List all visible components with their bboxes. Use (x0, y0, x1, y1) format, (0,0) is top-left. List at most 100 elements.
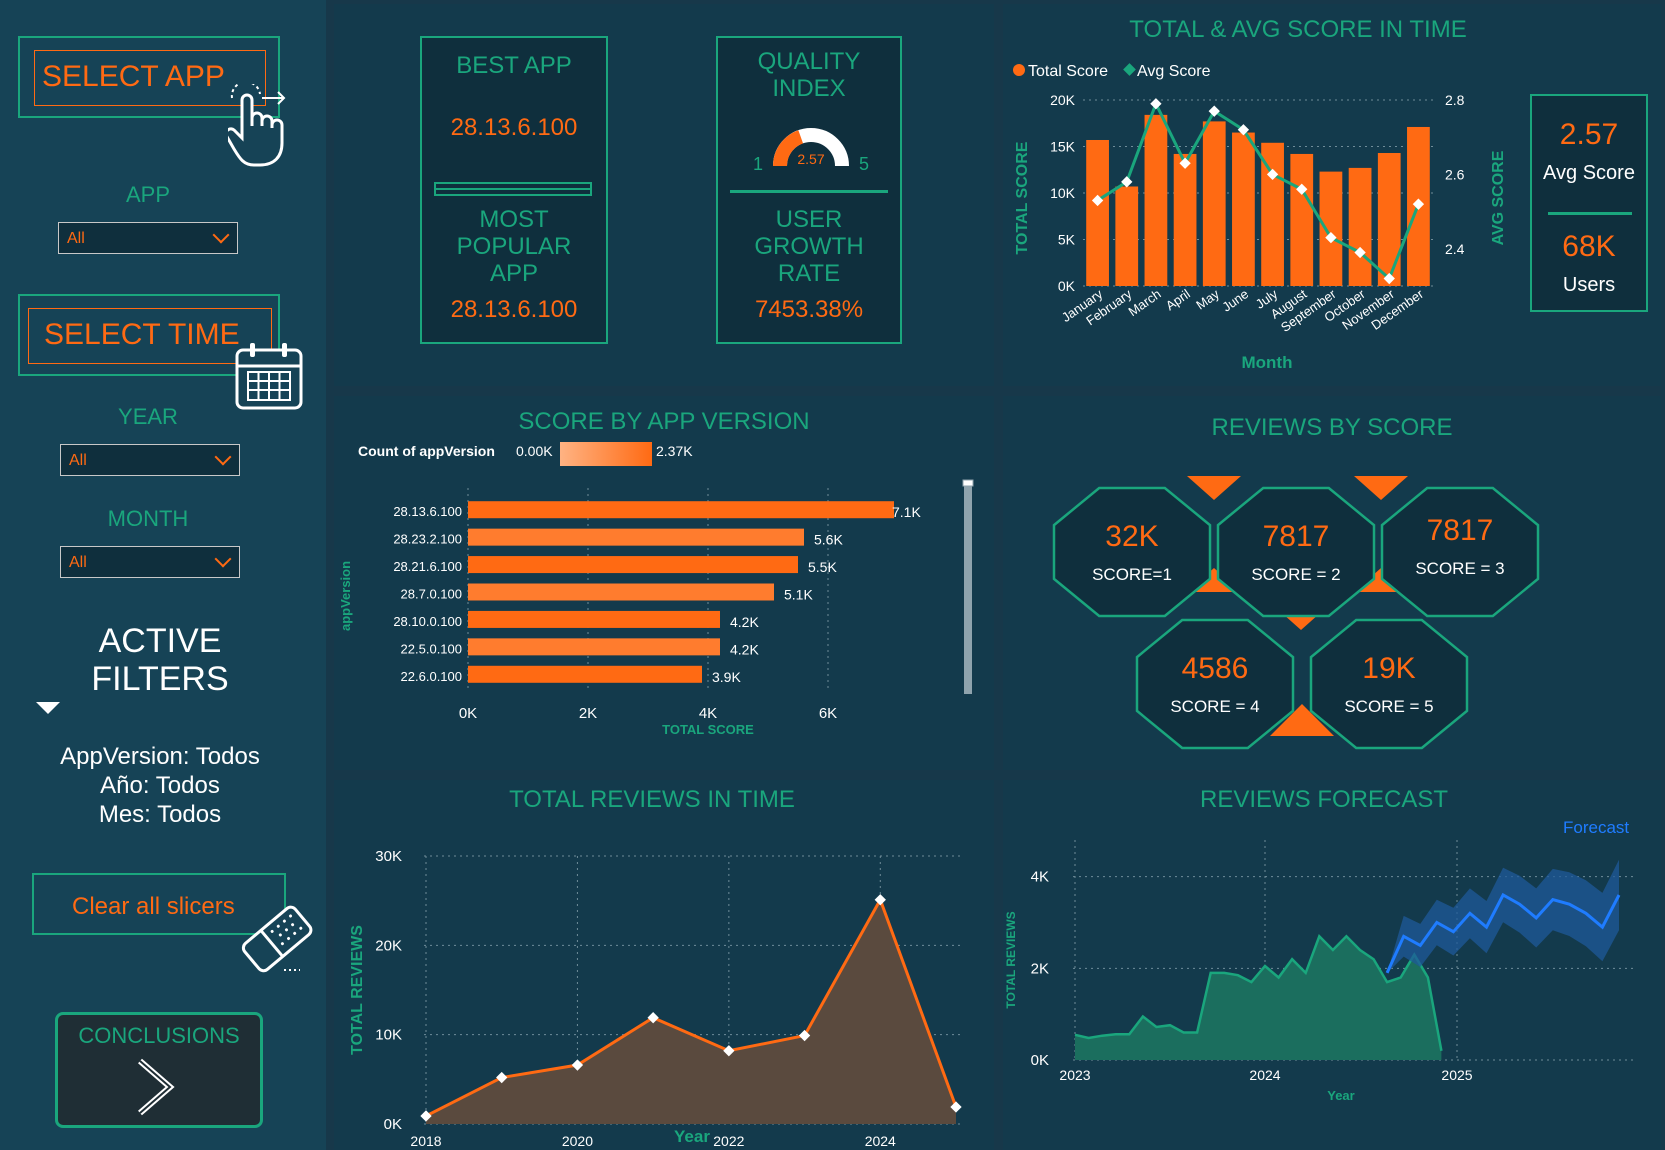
forecast-chart: 0K 2K 4K 2023 2024 2025 TOTAL REVIEWS Year (1004, 840, 1633, 1103)
app-label: APP (125, 182, 171, 207)
forecast-title: REVIEWS FORECAST (1199, 786, 1449, 813)
user-growth-title: USER GROWTH RATE (754, 206, 864, 287)
best-app-value: 28.13.6.100 (450, 114, 578, 141)
year-label: YEAR (118, 404, 178, 429)
reviews-time-title: TOTAL REVIEWS IN TIME (509, 786, 795, 813)
x-tick-label: 2024 (1249, 1067, 1280, 1083)
avg-point-november (1383, 272, 1395, 285)
x-axis-title: TOTAL SCORE (662, 722, 754, 737)
x-tick-label: 2K (579, 705, 597, 722)
legend-total-marker (1013, 64, 1025, 76)
y2-tick-label: 2.6 (1445, 166, 1465, 182)
actual-area (1075, 936, 1442, 1060)
reviews-area (426, 899, 956, 1124)
x-tick-label: May (1193, 286, 1222, 313)
select-app-label: SELECT APP (42, 60, 225, 93)
y-tick-label: 20K (1050, 92, 1076, 108)
y-axis-title: TOTAL REVIEWS (1004, 911, 1018, 1008)
users-value: 68K (1562, 230, 1616, 263)
legend-total-label: Total Score (1028, 63, 1108, 80)
calendar-icon (235, 343, 303, 410)
select-time-button[interactable]: SELECT TIME (18, 294, 280, 376)
filter-app: AppVersion: Todos (60, 743, 260, 770)
y-tick-label: 5K (1058, 232, 1076, 248)
reviews-score-panel: REVIEWS BY SCORE 32K SCORE=1 7817 SCORE = 2… (1003, 396, 1661, 770)
data-label: 3.9K (712, 669, 741, 685)
bar-28.10.0.100 (468, 610, 720, 628)
y-tick-label: 2K (1031, 960, 1049, 977)
reviews-point-2022 (723, 1045, 735, 1057)
collapse-triangle-icon[interactable] (36, 702, 60, 714)
score-time-chart: Total Score Avg Score 0K 5K 10K 15K 20K 2.4 2.6 2… (1013, 63, 1507, 372)
kpi-panel: BEST APP 28.13.6.100 MOST POPULAR APP 28.1… (334, 4, 994, 386)
x-tick-label: 6K (819, 705, 837, 722)
month-slicer-value: All (69, 554, 87, 571)
x-tick-label: April (1163, 286, 1193, 313)
year-slicer[interactable]: All (60, 444, 240, 476)
gauge-max: 5 (859, 154, 869, 172)
y-tick-label: 28.23.2.100 (393, 532, 462, 547)
y2-axis-title: AVG SCORE (1490, 150, 1507, 245)
active-filters-list: AppVersion: Todos Año: Todos Mes: Todos (20, 742, 300, 829)
chevron-right-icon (138, 1058, 175, 1116)
reviews-score-title: REVIEWS BY SCORE (1211, 414, 1453, 441)
bar-28.21.6.100 (468, 556, 798, 574)
score-count-2: 7817 (1263, 520, 1330, 553)
version-title: SCORE BY APP VERSION (518, 408, 810, 435)
conclusions-button[interactable]: CONCLUSIONS (55, 1012, 263, 1128)
scrollbar-handle (962, 479, 974, 487)
gauge-fill (773, 130, 804, 167)
avg-point-august (1296, 183, 1308, 195)
forecast-band (1387, 859, 1619, 973)
y-tick-label: 15K (1050, 139, 1076, 155)
bar-22.6.0.100 (468, 665, 702, 683)
bar-june (1232, 132, 1255, 286)
avg-score-line (1096, 99, 1420, 282)
y-tick-label: 28.21.6.100 (393, 559, 462, 574)
select-app-button[interactable]: SELECT APP (18, 36, 280, 118)
reviews-score-octagons: 32K SCORE=1 7817 SCORE = 2 7817 SCORE = 3 4586… (1052, 476, 1540, 750)
sidebar: SELECT APP APP All SELECT TIME (0, 0, 326, 1150)
x-tick-label: June (1219, 286, 1251, 314)
best-app-title: BEST APP (456, 52, 572, 79)
legend-avg-marker (1123, 63, 1136, 76)
data-label: 5.1K (784, 587, 813, 603)
score-time-panel: TOTAL & AVG SCORE IN TIME Total Score Avg… (1003, 4, 1661, 386)
user-growth-value: 7453.38% (754, 296, 864, 323)
score-octagon-3 (1380, 486, 1540, 618)
x-tick-label: 2025 (1441, 1067, 1472, 1083)
chevron-down-icon (214, 448, 232, 466)
x-tick-label: 2023 (1059, 1067, 1090, 1083)
y-tick-label: 20K (375, 937, 402, 954)
y-axis-title: TOTAL SCORE (1014, 141, 1031, 254)
bar-march (1144, 114, 1168, 286)
year-slicer-value: All (69, 452, 87, 469)
x-tick-label: 2020 (562, 1133, 593, 1149)
x-axis-title: Year (1327, 1088, 1354, 1103)
score-octagon-5 (1309, 618, 1469, 750)
y-tick-label: 0K (1031, 1052, 1049, 1069)
y-tick-label: 28.7.0.100 (401, 587, 462, 602)
most-popular-value: 28.13.6.100 (450, 296, 578, 323)
active-filters-title: ACTIVE FILTERS (91, 622, 229, 698)
y-tick-label: 0K (1058, 278, 1076, 294)
score-count-3: 7817 (1427, 514, 1494, 547)
gauge-min: 1 (753, 154, 763, 172)
data-label: 7.1K (892, 504, 921, 520)
version-panel: SCORE BY APP VERSION Count of appVersion… (334, 396, 994, 770)
app-slicer-value: All (67, 230, 85, 247)
avg-score-label: Avg Score (1543, 162, 1635, 184)
app-slicer[interactable]: All (58, 222, 238, 254)
month-slicer[interactable]: All (60, 546, 240, 578)
bar-28.23.2.100 (468, 528, 804, 546)
y-axis-title: appVersion (338, 561, 353, 631)
clear-slicers-button[interactable]: Clear all slicers (32, 873, 286, 935)
filter-month: Mes: Todos (98, 801, 222, 828)
avg-point-march (1150, 98, 1162, 110)
best-app-card: BEST APP 28.13.6.100 MOST POPULAR APP 28.1… (420, 36, 608, 344)
x-tick-label: March (1125, 286, 1163, 319)
data-label: 4.2K (730, 641, 759, 657)
users-label: Users (1562, 274, 1616, 296)
conclusions-label: CONCLUSIONS (78, 1023, 240, 1048)
gauge-value: 2.57 (797, 151, 824, 167)
